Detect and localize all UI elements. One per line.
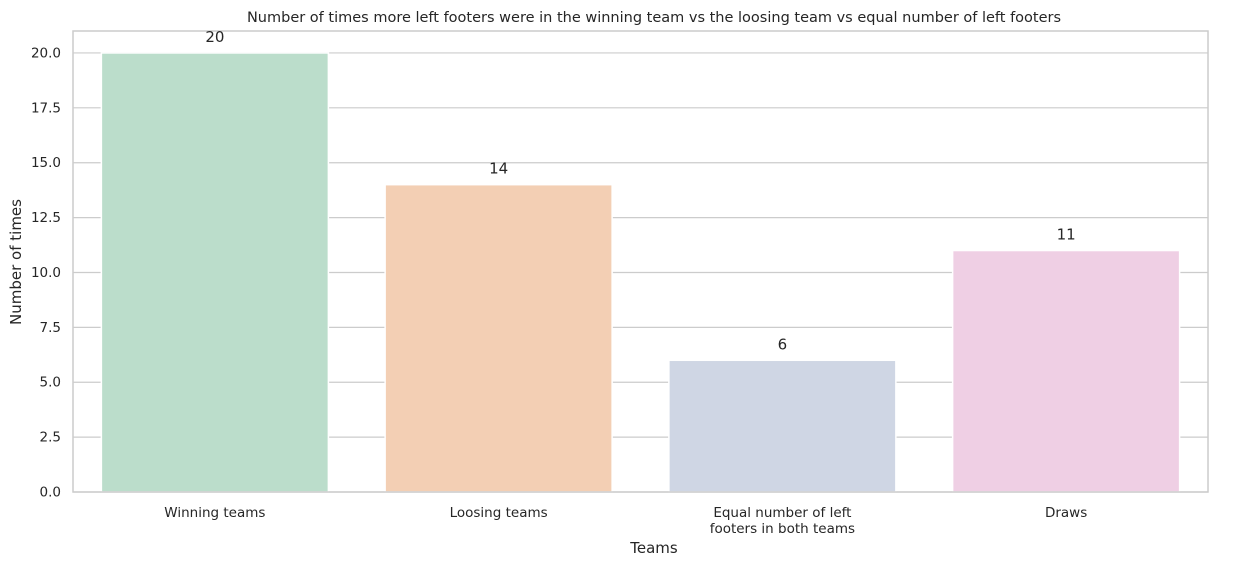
y-tick-label: 17.5	[31, 100, 61, 116]
y-tick-label: 5.0	[40, 375, 61, 391]
plot-frame	[72, 30, 1209, 493]
y-tick-label: 12.5	[31, 210, 61, 226]
y-axis-label: Number of times	[7, 199, 25, 325]
data-label: 20	[205, 28, 224, 46]
plot-area-border	[72, 30, 1209, 493]
bar	[384, 183, 613, 493]
bars	[100, 52, 1181, 493]
bar	[951, 249, 1181, 493]
bar	[100, 52, 330, 493]
y-tick-label: 2.5	[40, 430, 61, 446]
y-tick-label: 20.0	[31, 45, 61, 61]
bar	[668, 359, 897, 493]
y-tick-label: 7.5	[40, 320, 61, 336]
value-labels: 20 14 6 11	[205, 28, 1075, 353]
x-axis-label: Teams	[629, 539, 678, 557]
chart-title: Number of times more left footers were i…	[247, 10, 1061, 26]
x-tick-label: footers in both teams	[710, 521, 855, 537]
x-tick-labels: Winning teams Loosing teams Equal number o…	[164, 505, 1087, 537]
y-tick-label: 15.0	[31, 155, 61, 171]
data-label: 14	[489, 160, 508, 178]
y-tick-label: 0.0	[40, 485, 61, 501]
data-label: 6	[778, 335, 788, 353]
data-label: 11	[1057, 226, 1076, 244]
x-tick-label: Equal number of left	[713, 505, 851, 521]
x-tick-label: Draws	[1045, 505, 1087, 521]
x-tick-label: Winning teams	[164, 505, 265, 521]
x-tick-label: Loosing teams	[450, 505, 548, 521]
y-tick-label: 10.0	[31, 265, 61, 281]
y-tick-labels: 0.0 2.5 5.0 7.5 10.0 12.5 15.0 17.5 20.0	[31, 45, 61, 500]
